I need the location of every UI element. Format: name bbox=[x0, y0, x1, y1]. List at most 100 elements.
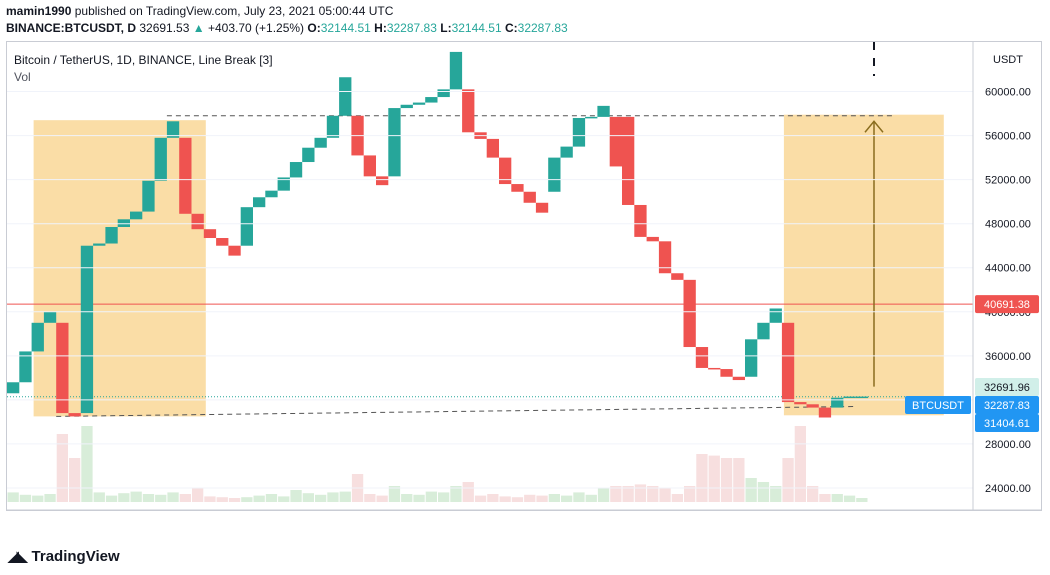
brand-name: TradingView bbox=[31, 548, 120, 565]
line-break-brick bbox=[265, 190, 278, 198]
price-tick-label: 52000.00 bbox=[985, 175, 1031, 187]
volume-bar bbox=[524, 494, 536, 502]
volume-bar bbox=[733, 458, 745, 502]
volume-bar bbox=[339, 491, 351, 502]
volume-legend[interactable]: Vol bbox=[14, 70, 31, 84]
line-break-brick bbox=[93, 243, 106, 246]
volume-bar bbox=[204, 496, 216, 502]
chart-frame bbox=[6, 41, 1042, 511]
close-value: 32287.83 bbox=[517, 21, 568, 35]
volume-bar bbox=[757, 482, 770, 502]
line-break-brick bbox=[412, 102, 426, 105]
level-price-tag bbox=[975, 295, 1039, 314]
price-tag-label: 32287.83 bbox=[984, 400, 1030, 412]
tradingview-brand[interactable]: ◢◣ TradingView bbox=[8, 548, 120, 565]
volume-bar bbox=[364, 494, 376, 502]
line-break-brick bbox=[732, 376, 745, 381]
line-break-brick bbox=[80, 245, 94, 414]
line-break-brick bbox=[179, 137, 192, 214]
line-break-brick bbox=[818, 407, 832, 418]
line-break-brick bbox=[720, 369, 733, 377]
volume-bar bbox=[290, 490, 302, 502]
line-break-brick bbox=[326, 115, 340, 138]
chart-canvas[interactable]: USDT24000.0028000.0032000.0036000.004000… bbox=[7, 42, 1041, 510]
author-name[interactable]: mamin1990 bbox=[6, 4, 72, 18]
series-legend[interactable]: Bitcoin / TetherUS, 1D, BINANCE, Line Br… bbox=[14, 53, 273, 67]
line-break-brick bbox=[843, 396, 856, 399]
price-labels: 40691.38 32691.96 32287.83 BTCUSDT 31404.61 bbox=[905, 295, 1039, 432]
volume-bar bbox=[561, 495, 573, 502]
volume-bar bbox=[487, 494, 499, 502]
volume-bar bbox=[462, 482, 474, 502]
volume-bar bbox=[81, 426, 93, 502]
line-break-brick bbox=[117, 219, 130, 227]
line-break-brick bbox=[400, 104, 413, 109]
volume-bar bbox=[843, 495, 856, 502]
volume-bar bbox=[438, 492, 450, 502]
line-break-brick bbox=[105, 226, 118, 244]
volume-bar bbox=[782, 458, 794, 502]
volume-bar bbox=[44, 494, 56, 502]
line-break-brick bbox=[757, 322, 770, 340]
price-tick-label: 48000.00 bbox=[985, 219, 1031, 231]
line-break-brick bbox=[745, 339, 758, 377]
low-value: 32144.51 bbox=[451, 21, 502, 35]
line-break-brick bbox=[240, 207, 253, 246]
line-break-brick bbox=[535, 202, 549, 213]
price-tick-label: 60000.00 bbox=[985, 87, 1031, 99]
volume-bar bbox=[585, 494, 597, 502]
line-break-brick bbox=[7, 382, 20, 394]
volume-bar bbox=[647, 486, 659, 502]
volume-bar bbox=[573, 492, 585, 502]
line-break-brick bbox=[572, 117, 586, 147]
line-break-brick bbox=[228, 245, 241, 256]
price-tick-label: 56000.00 bbox=[985, 131, 1031, 143]
ohlc-header: BINANCE:BTCUSDT, D 32691.53 ▲ +403.70 (+… bbox=[6, 21, 568, 35]
projection-arrow-head bbox=[864, 120, 884, 133]
line-break-brick bbox=[425, 97, 438, 103]
open-value: 32144.51 bbox=[320, 21, 371, 35]
line-break-bricks bbox=[7, 51, 868, 418]
high-label: H: bbox=[374, 21, 387, 35]
low-label: L: bbox=[440, 21, 452, 35]
line-break-brick bbox=[142, 180, 155, 212]
price-tag-label: 31404.61 bbox=[984, 418, 1030, 430]
volume-bar bbox=[794, 426, 806, 502]
line-break-brick bbox=[486, 138, 499, 158]
line-break-brick bbox=[449, 51, 463, 90]
line-break-brick bbox=[831, 397, 844, 408]
price-tag bbox=[975, 414, 1039, 432]
line-break-brick bbox=[622, 116, 635, 205]
volume-bar bbox=[659, 487, 671, 502]
line-break-brick bbox=[499, 157, 512, 185]
price-tick-label: 36000.00 bbox=[985, 351, 1031, 363]
volume-bar bbox=[856, 498, 868, 502]
line-break-brick bbox=[462, 89, 475, 133]
volume-bar bbox=[831, 494, 843, 502]
volume-bar bbox=[216, 497, 228, 502]
line-break-brick bbox=[19, 351, 32, 383]
line-break-brick bbox=[806, 404, 819, 408]
line-break-brick bbox=[609, 116, 622, 167]
volume-bar bbox=[401, 494, 413, 502]
volume-bar bbox=[228, 498, 241, 502]
volume-bar bbox=[548, 494, 560, 502]
line-break-brick bbox=[130, 211, 143, 220]
volume-bar bbox=[7, 492, 19, 502]
line-break-brick bbox=[437, 89, 450, 98]
line-break-brick bbox=[43, 311, 57, 323]
open-label: O: bbox=[307, 21, 321, 35]
line-break-brick bbox=[708, 367, 721, 370]
volume-bar bbox=[499, 496, 511, 502]
high-value: 32287.83 bbox=[386, 21, 437, 35]
volume-bars bbox=[7, 426, 868, 502]
volume-bar bbox=[388, 486, 401, 502]
volume-bar bbox=[770, 486, 782, 502]
volume-bar bbox=[93, 492, 105, 502]
volume-bar bbox=[671, 494, 683, 502]
line-break-brick bbox=[855, 396, 868, 399]
volume-bar bbox=[155, 494, 167, 502]
volume-bar bbox=[425, 491, 437, 502]
close-label: C: bbox=[504, 21, 518, 35]
line-break-brick bbox=[646, 236, 659, 242]
